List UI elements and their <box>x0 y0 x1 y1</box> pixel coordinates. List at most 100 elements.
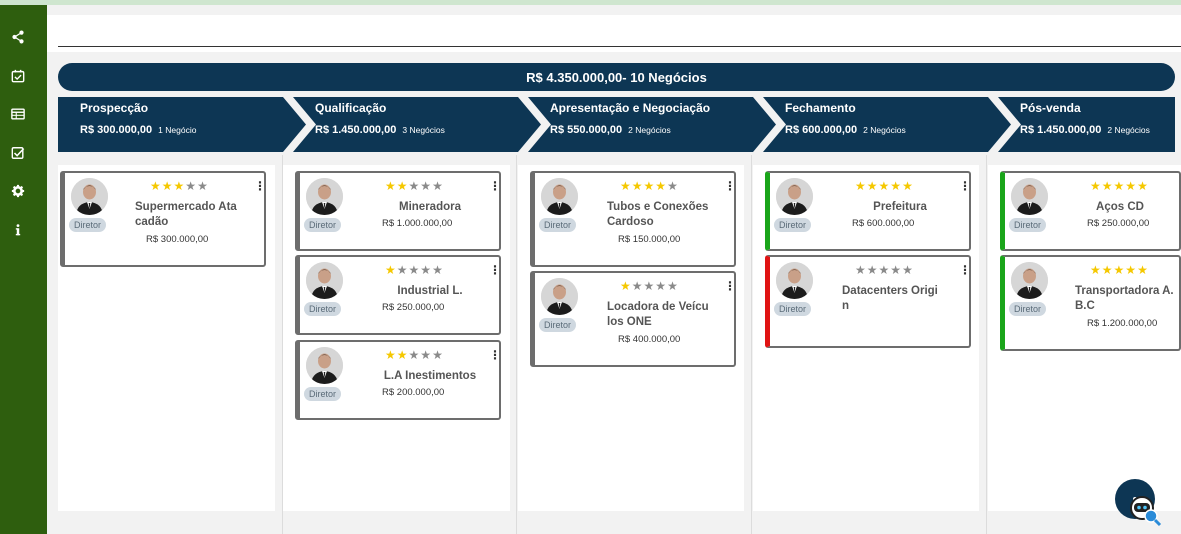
star-icon[interactable]: ★ <box>385 263 397 277</box>
star-icon[interactable]: ★ <box>655 279 668 293</box>
star-icon[interactable]: ★ <box>655 179 668 193</box>
deal-card[interactable]: Diretor ★★★★★ ⋮ Tubos e Conexões Cardoso R$ … <box>530 171 736 267</box>
star-icon[interactable]: ★ <box>150 179 162 193</box>
card-menu-icon[interactable]: ⋮ <box>724 179 736 193</box>
star-icon[interactable]: ★ <box>396 348 409 362</box>
deal-card[interactable]: Diretor ★★★★★ ⋮ Locadora de Veícu los ONE R$… <box>530 271 736 367</box>
star-icon[interactable]: ★ <box>620 179 632 193</box>
star-icon[interactable]: ★ <box>855 263 867 277</box>
card-menu-icon[interactable]: ⋮ <box>959 179 971 193</box>
stage-chevron-pos-venda[interactable] <box>998 97 1175 152</box>
star-icon[interactable]: ★ <box>420 179 433 193</box>
role-badge: Diretor <box>539 318 577 332</box>
deal-value: R$ 400.000,00 <box>618 334 681 345</box>
star-icon[interactable]: ★ <box>890 179 903 193</box>
star-icon[interactable]: ★ <box>1125 179 1138 193</box>
star-icon[interactable]: ★ <box>1101 179 1114 193</box>
checklist-icon[interactable] <box>10 145 26 161</box>
share-icon[interactable] <box>10 29 26 45</box>
star-icon[interactable]: ★ <box>385 348 397 362</box>
rating-stars[interactable]: ★★★★★ <box>620 279 679 293</box>
star-icon[interactable]: ★ <box>902 179 914 193</box>
assistant-bot-icon[interactable] <box>1128 494 1162 528</box>
rating-stars[interactable]: ★★★★★ <box>385 179 444 193</box>
star-icon[interactable]: ★ <box>385 179 397 193</box>
deal-card[interactable]: Diretor ★★★★★ ⋮ Supermercado Ata cadão R$ 30… <box>60 171 266 267</box>
deal-card[interactable]: Diretor ★★★★★ ⋮ L.A Inestimentos R$ 200.000,… <box>295 340 501 420</box>
star-icon[interactable]: ★ <box>432 263 444 277</box>
star-icon[interactable]: ★ <box>866 263 879 277</box>
star-icon[interactable]: ★ <box>855 179 867 193</box>
star-icon[interactable]: ★ <box>185 179 198 193</box>
rating-stars[interactable]: ★★★★★ <box>385 263 444 277</box>
star-icon[interactable]: ★ <box>866 179 879 193</box>
role-badge: Diretor <box>304 218 342 232</box>
star-icon[interactable]: ★ <box>902 263 914 277</box>
star-icon[interactable]: ★ <box>1113 179 1126 193</box>
deal-name: Supermercado Ata cadão <box>135 201 237 228</box>
star-icon[interactable]: ★ <box>643 179 656 193</box>
star-icon[interactable]: ★ <box>173 179 186 193</box>
star-icon[interactable]: ★ <box>408 348 421 362</box>
star-icon[interactable]: ★ <box>1137 263 1149 277</box>
stage-chevron-qualificacao[interactable] <box>293 97 541 152</box>
stage-chevron-prospeccao[interactable] <box>58 97 306 152</box>
star-icon[interactable]: ★ <box>631 279 644 293</box>
star-icon[interactable]: ★ <box>408 263 421 277</box>
card-menu-icon[interactable]: ⋮ <box>959 263 971 277</box>
card-menu-icon[interactable]: ⋮ <box>489 348 501 362</box>
deal-card[interactable]: Diretor ★★★★★ ⋮ Industrial L. R$ 250.000,00 <box>295 255 501 335</box>
star-icon[interactable]: ★ <box>432 179 444 193</box>
card-menu-icon[interactable]: ⋮ <box>724 279 736 293</box>
deal-card[interactable]: Diretor ★★★★★ ⋮ Datacenters Origi n <box>765 255 971 348</box>
star-icon[interactable]: ★ <box>1137 179 1149 193</box>
calendar-check-icon[interactable] <box>10 68 26 84</box>
star-icon[interactable]: ★ <box>396 179 409 193</box>
deal-card[interactable]: Diretor ★★★★★ Transportadora A. B.C R$ 1.20… <box>1000 255 1181 351</box>
deal-card[interactable]: Diretor ★★★★★ ⋮ Prefeitura R$ 600.000,00 <box>765 171 971 251</box>
rating-stars[interactable]: ★★★★★ <box>855 179 914 193</box>
rating-stars[interactable]: ★★★★★ <box>150 179 209 193</box>
star-icon[interactable]: ★ <box>631 179 644 193</box>
info-icon[interactable] <box>10 222 26 238</box>
stage-chevron-apresentacao[interactable] <box>528 97 776 152</box>
star-icon[interactable]: ★ <box>878 179 891 193</box>
star-icon[interactable]: ★ <box>408 179 421 193</box>
star-icon[interactable]: ★ <box>667 279 679 293</box>
card-menu-icon[interactable]: ⋮ <box>254 179 266 193</box>
rating-stars[interactable]: ★★★★★ <box>1090 179 1149 193</box>
star-icon[interactable]: ★ <box>396 263 409 277</box>
star-icon[interactable]: ★ <box>1113 263 1126 277</box>
rating-stars[interactable]: ★★★★★ <box>855 263 914 277</box>
star-icon[interactable]: ★ <box>643 279 656 293</box>
deal-value: R$ 1.200.000,00 <box>1087 318 1158 329</box>
deal-card[interactable]: Diretor ★★★★★ Aços CD R$ 250.000,00 <box>1000 171 1181 251</box>
star-icon[interactable]: ★ <box>432 348 444 362</box>
column-divider <box>516 155 517 534</box>
deal-value: R$ 200.000,00 <box>382 387 445 398</box>
star-icon[interactable]: ★ <box>197 179 209 193</box>
table-icon[interactable] <box>10 106 26 122</box>
deal-name: Transportadora A. B.C <box>1075 285 1174 312</box>
rating-stars[interactable]: ★★★★★ <box>1090 263 1149 277</box>
star-icon[interactable]: ★ <box>161 179 174 193</box>
star-icon[interactable]: ★ <box>890 263 903 277</box>
avatar <box>1011 262 1048 299</box>
star-icon[interactable]: ★ <box>1101 263 1114 277</box>
rating-stars[interactable]: ★★★★★ <box>620 179 679 193</box>
star-icon[interactable]: ★ <box>1090 263 1102 277</box>
stage-chevron-fechamento[interactable] <box>763 97 1011 152</box>
star-icon[interactable]: ★ <box>620 279 632 293</box>
star-icon[interactable]: ★ <box>1125 263 1138 277</box>
deal-card[interactable]: Diretor ★★★★★ ⋮ Mineradora R$ 1.000.000,00 <box>295 171 501 251</box>
star-icon[interactable]: ★ <box>1090 179 1102 193</box>
star-icon[interactable]: ★ <box>667 179 679 193</box>
star-icon[interactable]: ★ <box>420 263 433 277</box>
star-icon[interactable]: ★ <box>878 263 891 277</box>
column-divider <box>986 155 987 534</box>
card-menu-icon[interactable]: ⋮ <box>489 263 501 277</box>
star-icon[interactable]: ★ <box>420 348 433 362</box>
card-menu-icon[interactable]: ⋮ <box>489 179 501 193</box>
rating-stars[interactable]: ★★★★★ <box>385 348 444 362</box>
gear-icon[interactable] <box>10 183 26 199</box>
